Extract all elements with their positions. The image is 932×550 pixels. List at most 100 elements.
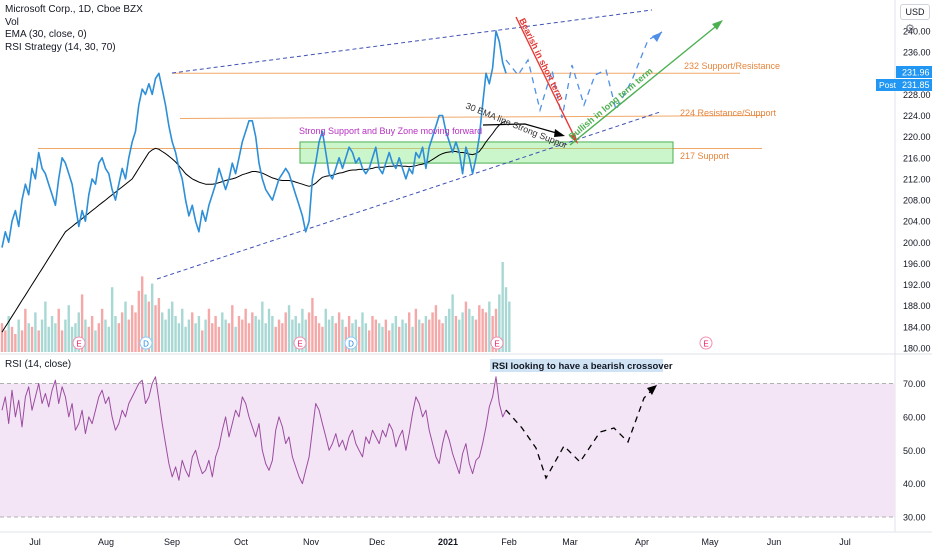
volume-bar	[401, 319, 404, 352]
volume-bar	[317, 323, 321, 352]
volume-bar	[227, 323, 231, 352]
volume-bar	[127, 319, 131, 352]
volume-bar	[371, 316, 374, 352]
volume-bar	[261, 301, 264, 352]
volume-bar	[287, 305, 291, 352]
time-tick-label: Dec	[369, 537, 386, 547]
volume-bar	[501, 262, 504, 352]
rsi-arrowhead	[647, 385, 657, 395]
volume-bar	[10, 326, 14, 352]
volume-bar	[154, 305, 157, 352]
volume-bar	[274, 326, 277, 352]
volume-bar	[494, 308, 498, 352]
volume-bar	[361, 312, 364, 352]
volume-bar	[94, 330, 97, 352]
volume-bar	[117, 323, 121, 352]
volume-bar	[454, 316, 458, 352]
label-bullish: Bullish in long term term	[567, 66, 655, 142]
legend-strategy[interactable]: RSI Strategy (14, 30, 70)	[5, 41, 116, 53]
legend-vol[interactable]: Vol	[5, 16, 19, 28]
volume-bar	[291, 319, 294, 352]
volume-bar	[411, 326, 414, 352]
volume-bar	[57, 308, 60, 352]
volume-bar	[114, 316, 117, 352]
earnings-marker	[699, 336, 713, 350]
rsi-legend[interactable]: RSI (14, close)	[5, 359, 72, 370]
price-tick-label: 184.00	[903, 322, 931, 332]
rsi-line	[1, 376, 507, 485]
currency-button[interactable]: USD	[900, 4, 930, 20]
price-tags: 231.96 Post 231.85	[876, 66, 932, 91]
volume-bar	[100, 308, 104, 352]
volume-bar	[294, 316, 297, 352]
volume-bar	[231, 305, 234, 352]
projected-rsi-path	[505, 384, 658, 480]
volume-bar	[184, 326, 187, 352]
ema-note-arrow	[482, 123, 561, 135]
volume-bar	[137, 290, 141, 352]
price-tick-label: 228.00	[903, 90, 931, 100]
marker-label: D	[348, 340, 354, 349]
volume-bar	[140, 276, 144, 352]
volume-bar	[4, 330, 7, 352]
volume-bar	[364, 323, 368, 352]
volume-bar	[281, 323, 284, 352]
bullish-arrowhead	[712, 20, 723, 30]
volume-bar	[150, 283, 154, 352]
time-tick-label: Jun	[767, 537, 782, 547]
price-tick-label: 212.00	[903, 174, 931, 184]
volume-bar	[237, 316, 241, 352]
rsi-band-fill	[0, 383, 895, 517]
volume-bar	[394, 316, 398, 352]
volume-bar	[134, 312, 137, 352]
volume-bar	[130, 305, 134, 352]
volume-bar	[207, 308, 211, 352]
time-tick-label: Feb	[501, 537, 517, 547]
bearish-arrow	[515, 16, 577, 141]
volume-bar	[224, 319, 227, 352]
volume-bar	[478, 305, 481, 352]
volume-bar	[204, 319, 207, 352]
label-bearish: Bearish in short term	[517, 16, 566, 102]
volume-bar	[34, 312, 37, 352]
volume-bar	[421, 323, 424, 352]
volume-bar	[187, 319, 191, 352]
volume-bar	[508, 301, 511, 352]
volume-bar	[391, 323, 394, 352]
volume-bar	[50, 316, 54, 352]
volume-bar	[157, 298, 161, 352]
volume-bar	[60, 330, 64, 352]
volume-bar	[17, 319, 20, 352]
price-line	[1, 30, 507, 248]
legend-ema[interactable]: EMA (30, close, 0)	[5, 29, 87, 40]
volume-bar	[301, 308, 304, 352]
volume-bar	[404, 323, 408, 352]
volume-bar	[347, 316, 351, 352]
volume-bar	[341, 319, 344, 352]
volume-bar	[448, 308, 451, 352]
volume-bar	[164, 319, 167, 352]
legend-symbol[interactable]: Microsoft Corp., 1D, Cboe BZX	[5, 4, 143, 15]
chart-settings-icon[interactable]: ⚙	[905, 23, 915, 35]
volume-bar	[498, 294, 501, 352]
marker-label: E	[76, 340, 81, 349]
ema-note-arrowhead	[554, 129, 565, 137]
price-tick-label: 220.00	[903, 132, 931, 142]
volume-bar	[387, 330, 391, 352]
time-tick-label: Mar	[562, 537, 578, 547]
volume-bar	[104, 319, 107, 352]
volume-bar	[418, 319, 421, 352]
volume-bar	[277, 319, 281, 352]
marker-label: E	[297, 340, 302, 349]
volume-bar	[504, 287, 508, 352]
volume-bar	[197, 316, 201, 352]
volume-bar	[354, 319, 358, 352]
volume-bar	[264, 323, 267, 352]
volume-bar	[67, 305, 70, 352]
volume-bar	[214, 316, 217, 352]
volume-bar	[314, 316, 317, 352]
volume-bar	[144, 294, 147, 352]
chart-legend: Microsoft Corp., 1D, Cboe BZX Vol EMA (3…	[5, 4, 143, 54]
volume-bar	[424, 316, 428, 352]
